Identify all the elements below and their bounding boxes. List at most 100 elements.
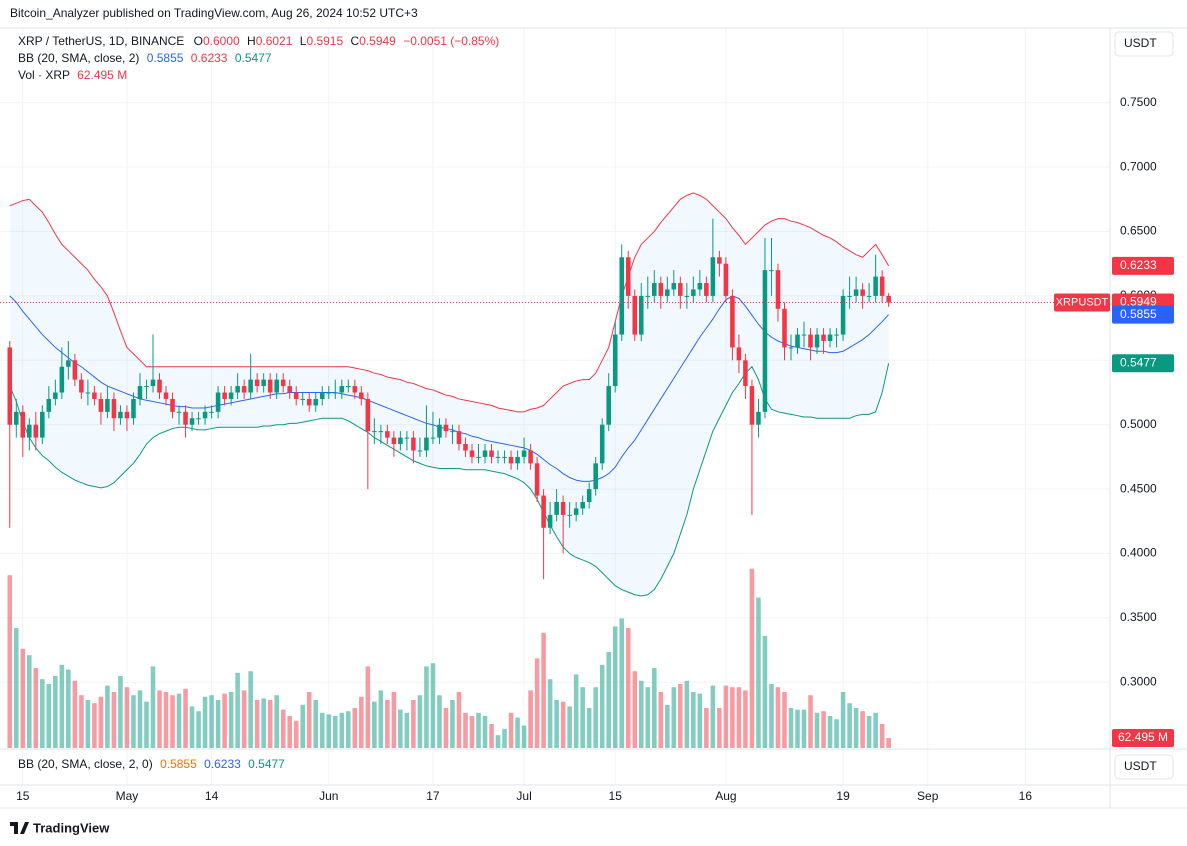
volume-bar bbox=[378, 690, 384, 748]
candle-body bbox=[586, 489, 592, 502]
candle-body bbox=[658, 283, 664, 296]
band-line bbox=[9, 295, 890, 482]
candle-body bbox=[326, 392, 332, 394]
volume-bar bbox=[567, 706, 572, 748]
x-tick-label: Jul bbox=[516, 789, 531, 803]
volume-bar bbox=[124, 687, 130, 748]
candle-body bbox=[749, 386, 755, 425]
candle-body bbox=[853, 289, 859, 296]
candle-body bbox=[521, 450, 527, 457]
candle-body bbox=[684, 295, 690, 297]
vol-value: 62.495 M bbox=[77, 68, 127, 82]
candle-body bbox=[20, 411, 26, 438]
x-tick-label: 19 bbox=[836, 789, 850, 803]
candle-body bbox=[463, 444, 468, 451]
candle-body bbox=[573, 508, 579, 515]
candle-body bbox=[743, 360, 748, 387]
volume-bar bbox=[359, 696, 364, 748]
volume-bar bbox=[684, 680, 690, 748]
candle-body bbox=[554, 501, 559, 515]
volume-tag-label: 62.495 M bbox=[1118, 730, 1168, 744]
candle-body bbox=[391, 437, 397, 445]
volume-bar bbox=[280, 709, 286, 748]
candle-body bbox=[482, 450, 488, 457]
candle-body bbox=[717, 257, 722, 264]
y-tick-label: 0.7500 bbox=[1120, 95, 1157, 109]
volume-bar bbox=[521, 725, 527, 748]
bb-value: 0.6233 bbox=[191, 51, 228, 65]
volume-bar bbox=[619, 618, 625, 748]
volume-bar bbox=[795, 709, 800, 748]
band-line bbox=[9, 192, 890, 413]
candle-body bbox=[756, 411, 761, 425]
volume-bar bbox=[105, 685, 110, 748]
volume-bar bbox=[215, 700, 221, 748]
volume-bar bbox=[456, 692, 462, 748]
volume-bar bbox=[450, 700, 455, 748]
volume-bar bbox=[209, 695, 214, 748]
candle-body bbox=[131, 398, 136, 419]
candle-body bbox=[866, 295, 872, 297]
candle-body bbox=[873, 276, 878, 296]
price-tag bbox=[1112, 256, 1174, 275]
candle-body bbox=[593, 463, 598, 490]
candle-body bbox=[124, 411, 130, 419]
volume-bar bbox=[808, 695, 813, 748]
volume-bar bbox=[489, 724, 494, 748]
volume-bar bbox=[326, 714, 332, 748]
volume-bar bbox=[573, 674, 579, 748]
volume-bar bbox=[333, 716, 338, 748]
volume-bar bbox=[137, 690, 143, 748]
volume-bar bbox=[404, 712, 410, 748]
candle-body bbox=[404, 437, 410, 439]
candle-body bbox=[267, 379, 273, 393]
candle-body bbox=[567, 514, 572, 516]
candle-body bbox=[359, 392, 364, 399]
volume-bar bbox=[691, 692, 696, 748]
volume-bar bbox=[46, 684, 52, 748]
candle-body bbox=[547, 514, 553, 528]
candle-body bbox=[476, 456, 481, 458]
volume-bar bbox=[254, 700, 260, 748]
currency-label[interactable]: USDT bbox=[1124, 36, 1157, 50]
candle-body bbox=[111, 398, 117, 419]
candle-body bbox=[319, 392, 325, 399]
candle-body bbox=[274, 379, 279, 393]
volume bbox=[7, 568, 891, 748]
candle-body bbox=[840, 295, 846, 335]
volume-bar bbox=[814, 712, 820, 748]
volume-bar bbox=[131, 695, 136, 748]
currency-button[interactable] bbox=[1114, 754, 1174, 780]
volume-bar bbox=[547, 679, 553, 748]
candle-body bbox=[710, 257, 716, 296]
logo-icon bbox=[10, 822, 29, 834]
volume-bar bbox=[157, 690, 162, 748]
symbol-tag bbox=[1054, 293, 1110, 312]
volume-bar bbox=[717, 708, 722, 748]
y-tick-label: 0.7000 bbox=[1120, 159, 1157, 173]
volume-bar bbox=[632, 671, 638, 748]
volume-bar bbox=[20, 648, 26, 748]
volume-bar bbox=[59, 664, 65, 748]
volume-bar bbox=[111, 692, 117, 748]
volume-bar bbox=[72, 680, 78, 748]
candle-body bbox=[814, 334, 820, 348]
volume-bar bbox=[398, 709, 403, 748]
candle-body bbox=[769, 270, 774, 272]
candle-body bbox=[808, 334, 813, 348]
candle-body bbox=[515, 456, 520, 464]
volume-bar bbox=[27, 655, 32, 748]
volume-bar bbox=[645, 687, 651, 748]
candle-body bbox=[85, 392, 91, 394]
candle-body bbox=[736, 347, 742, 361]
currency-button[interactable] bbox=[1114, 31, 1174, 57]
volume-bar bbox=[762, 636, 768, 748]
volume-bar bbox=[267, 700, 273, 748]
candle-body bbox=[619, 257, 625, 335]
candle-body bbox=[886, 295, 891, 303]
ohlc-key: H bbox=[247, 34, 256, 48]
x-tick-label: 17 bbox=[426, 789, 440, 803]
ohlc-value: 0.6021 bbox=[256, 34, 293, 48]
currency-label[interactable]: USDT bbox=[1124, 759, 1157, 773]
candle-body bbox=[287, 386, 292, 393]
